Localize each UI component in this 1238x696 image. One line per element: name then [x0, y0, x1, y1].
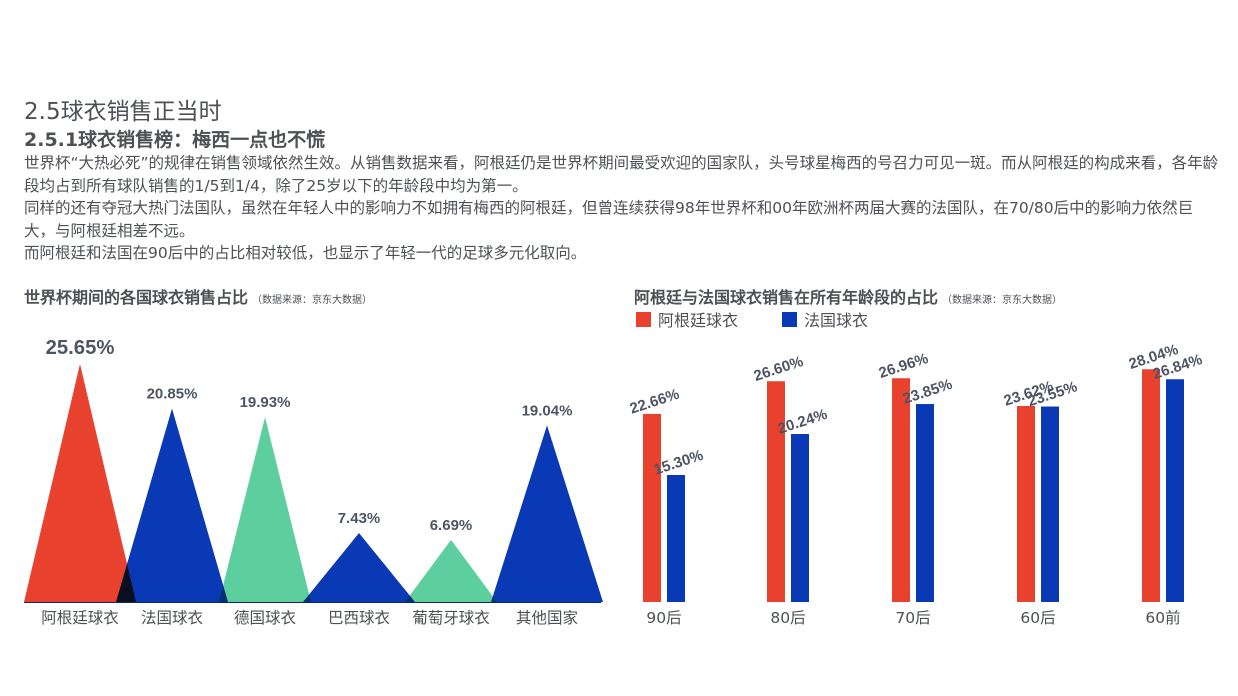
left-chart-title-text: 世界杯期间的各国球衣销售占比 — [24, 288, 249, 307]
legend-swatch-argentina — [636, 311, 651, 327]
data-label: 26.60% — [752, 353, 806, 385]
left-chart-source: （数据来源：京东大数据） — [252, 295, 373, 306]
data-label: 6.69% — [430, 517, 473, 534]
right-chart-source: （数据来源：京东大数据） — [942, 295, 1063, 306]
data-label: 20.85% — [147, 386, 198, 403]
legend-label-france: 法国球衣 — [804, 311, 869, 330]
section-heading: 2.5球衣销售正当时 — [24, 99, 222, 125]
left-chart: 25.65% 阿根廷球衣 20.85% 法国球衣 19.93% 德国球衣 7.43% 巴西球衣… — [24, 337, 603, 627]
data-label: 19.93% — [240, 394, 291, 411]
data-label: 26.96% — [877, 350, 931, 382]
category-label: 法国球衣 — [141, 609, 203, 627]
right-chart-title-text: 阿根廷与法国球衣销售在所有年龄段的占比 — [634, 288, 939, 307]
bar — [916, 404, 934, 602]
triangle-bar — [219, 417, 311, 602]
data-label: 19.04% — [522, 402, 573, 419]
triangle-bar — [303, 533, 415, 602]
section-subheading: 2.5.1球衣销售榜：梅西一点也不慌 — [24, 129, 326, 151]
category-label: 其他国家 — [516, 609, 578, 627]
category-label: 巴西球衣 — [328, 609, 390, 627]
category-label: 德国球衣 — [234, 609, 296, 627]
triangle-bar — [24, 364, 136, 602]
legend-swatch-france — [782, 311, 798, 327]
bar — [667, 475, 685, 602]
category-label: 80后 — [770, 609, 805, 627]
legend-item-argentina: 阿根廷球衣 — [636, 307, 738, 331]
right-chart: 22.66%15.30%90后26.60%20.24%80后26.96%23.8… — [628, 341, 1205, 627]
bar — [1142, 369, 1160, 602]
right-chart-title: 阿根廷与法国球衣销售在所有年龄段的占比 （数据来源：京东大数据） — [634, 284, 1062, 308]
intro-paragraph: 世界杯“大热必死”的规律在销售领域依然生效。从销售数据来看，阿根廷仍是世界杯期间… — [24, 154, 1219, 262]
right-chart-legend: 阿根廷球衣 法国球衣 — [636, 307, 868, 331]
data-label: 7.43% — [338, 510, 381, 527]
category-label: 阿根廷球衣 — [41, 609, 119, 627]
bar — [643, 413, 661, 602]
legend-item-france: 法国球衣 — [782, 307, 868, 331]
triangle-bar — [491, 425, 603, 602]
category-label: 70后 — [895, 609, 930, 627]
triangle-bar — [405, 539, 497, 602]
legend-label-argentina: 阿根廷球衣 — [658, 311, 739, 330]
bar — [1017, 405, 1035, 602]
category-label: 90后 — [646, 609, 681, 627]
data-label: 22.66% — [628, 386, 682, 418]
triangle-bar — [116, 408, 228, 602]
category-label: 60前 — [1145, 609, 1180, 627]
bar — [791, 434, 809, 602]
category-label: 葡萄牙球衣 — [412, 609, 490, 627]
bar — [1166, 379, 1184, 602]
left-chart-title: 世界杯期间的各国球衣销售占比 （数据来源：京东大数据） — [24, 284, 372, 308]
bar — [892, 378, 910, 602]
bar — [767, 381, 785, 602]
data-label: 25.65% — [46, 337, 115, 359]
bar — [1041, 406, 1059, 602]
category-label: 60后 — [1020, 609, 1055, 627]
